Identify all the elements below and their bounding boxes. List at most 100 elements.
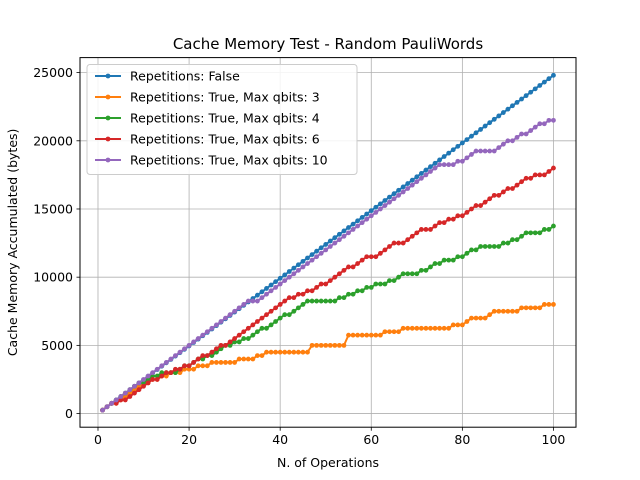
data-point [491, 192, 497, 198]
data-point [478, 315, 483, 321]
data-point [532, 172, 538, 178]
data-point [309, 298, 315, 304]
series-3 [100, 165, 556, 413]
data-point [391, 196, 397, 202]
data-point [204, 353, 210, 358]
data-point [113, 400, 119, 406]
y-tick-label: 25000 [33, 65, 73, 80]
data-point [387, 278, 392, 283]
data-point [327, 342, 333, 348]
data-point [473, 203, 479, 208]
data-point [510, 237, 515, 243]
data-point [423, 325, 429, 331]
data-point [323, 242, 329, 247]
data-point [364, 216, 370, 222]
data-point [332, 342, 338, 348]
data-point [496, 192, 502, 198]
data-point [214, 322, 219, 328]
data-point [382, 203, 388, 208]
data-point [496, 145, 502, 151]
data-point [109, 400, 115, 406]
data-point [437, 220, 442, 226]
data-point [118, 397, 124, 403]
data-point [469, 247, 474, 253]
data-point [273, 285, 279, 290]
data-point [400, 325, 406, 331]
data-point [500, 240, 506, 246]
data-point [250, 322, 256, 328]
data-point [373, 254, 379, 260]
data-point [327, 278, 333, 283]
data-point [505, 240, 511, 246]
data-point [541, 302, 547, 307]
data-point [200, 356, 206, 362]
data-point [223, 315, 228, 321]
data-point [323, 281, 329, 287]
data-point [500, 308, 506, 314]
data-point [368, 332, 374, 338]
data-point [100, 407, 105, 413]
data-point [441, 154, 447, 159]
data-point [336, 237, 342, 243]
data-point [491, 308, 497, 314]
data-point [391, 191, 397, 197]
data-point [286, 295, 292, 301]
data-point [382, 281, 388, 287]
data-point [546, 302, 552, 307]
legend-box [86, 64, 358, 175]
data-point [318, 281, 324, 287]
y-axis-label: Cache Memory Accumulated (bytes) [5, 129, 20, 357]
data-point [250, 298, 256, 304]
data-point [514, 182, 520, 188]
data-point [464, 250, 470, 256]
data-point [346, 264, 351, 270]
data-point [464, 137, 470, 142]
data-point [510, 186, 515, 191]
data-point [350, 291, 356, 297]
data-point [523, 93, 529, 99]
data-point [227, 342, 233, 348]
data-point [359, 332, 365, 338]
data-point [546, 227, 552, 232]
data-point [368, 285, 374, 290]
data-point [209, 360, 215, 365]
data-point [377, 201, 383, 207]
data-point [159, 373, 165, 379]
data-point [173, 370, 178, 376]
data-point [551, 302, 556, 307]
legend-label: Repetitions: False [130, 69, 240, 84]
data-point [500, 141, 506, 147]
data-point [241, 329, 247, 335]
data-point [141, 383, 146, 389]
data-point [150, 370, 156, 376]
data-point [423, 227, 429, 232]
data-point [232, 308, 238, 314]
data-point [154, 373, 160, 379]
data-point [182, 366, 187, 372]
data-point [182, 346, 187, 352]
data-point [414, 174, 420, 180]
x-tick-label: 80 [454, 432, 470, 447]
data-point [359, 257, 365, 263]
data-point [177, 366, 183, 372]
data-point [523, 175, 529, 181]
data-point [510, 308, 515, 314]
data-point [459, 254, 465, 260]
data-point [159, 370, 165, 376]
data-point [455, 254, 461, 260]
data-point [355, 288, 361, 294]
data-point [368, 254, 374, 260]
data-point [400, 240, 406, 246]
data-point [182, 363, 187, 369]
x-axis-ticks: 0 20 40 60 80 100 [94, 427, 565, 447]
data-point [418, 171, 424, 176]
legend-entry: Repetitions: True, Max qbits: 3 [95, 90, 320, 105]
data-point [150, 377, 156, 382]
data-point [273, 305, 279, 311]
data-point [546, 169, 552, 174]
data-point [295, 291, 301, 297]
data-point [195, 363, 201, 369]
data-point [537, 230, 543, 236]
data-point [473, 315, 479, 321]
data-point [245, 356, 251, 362]
